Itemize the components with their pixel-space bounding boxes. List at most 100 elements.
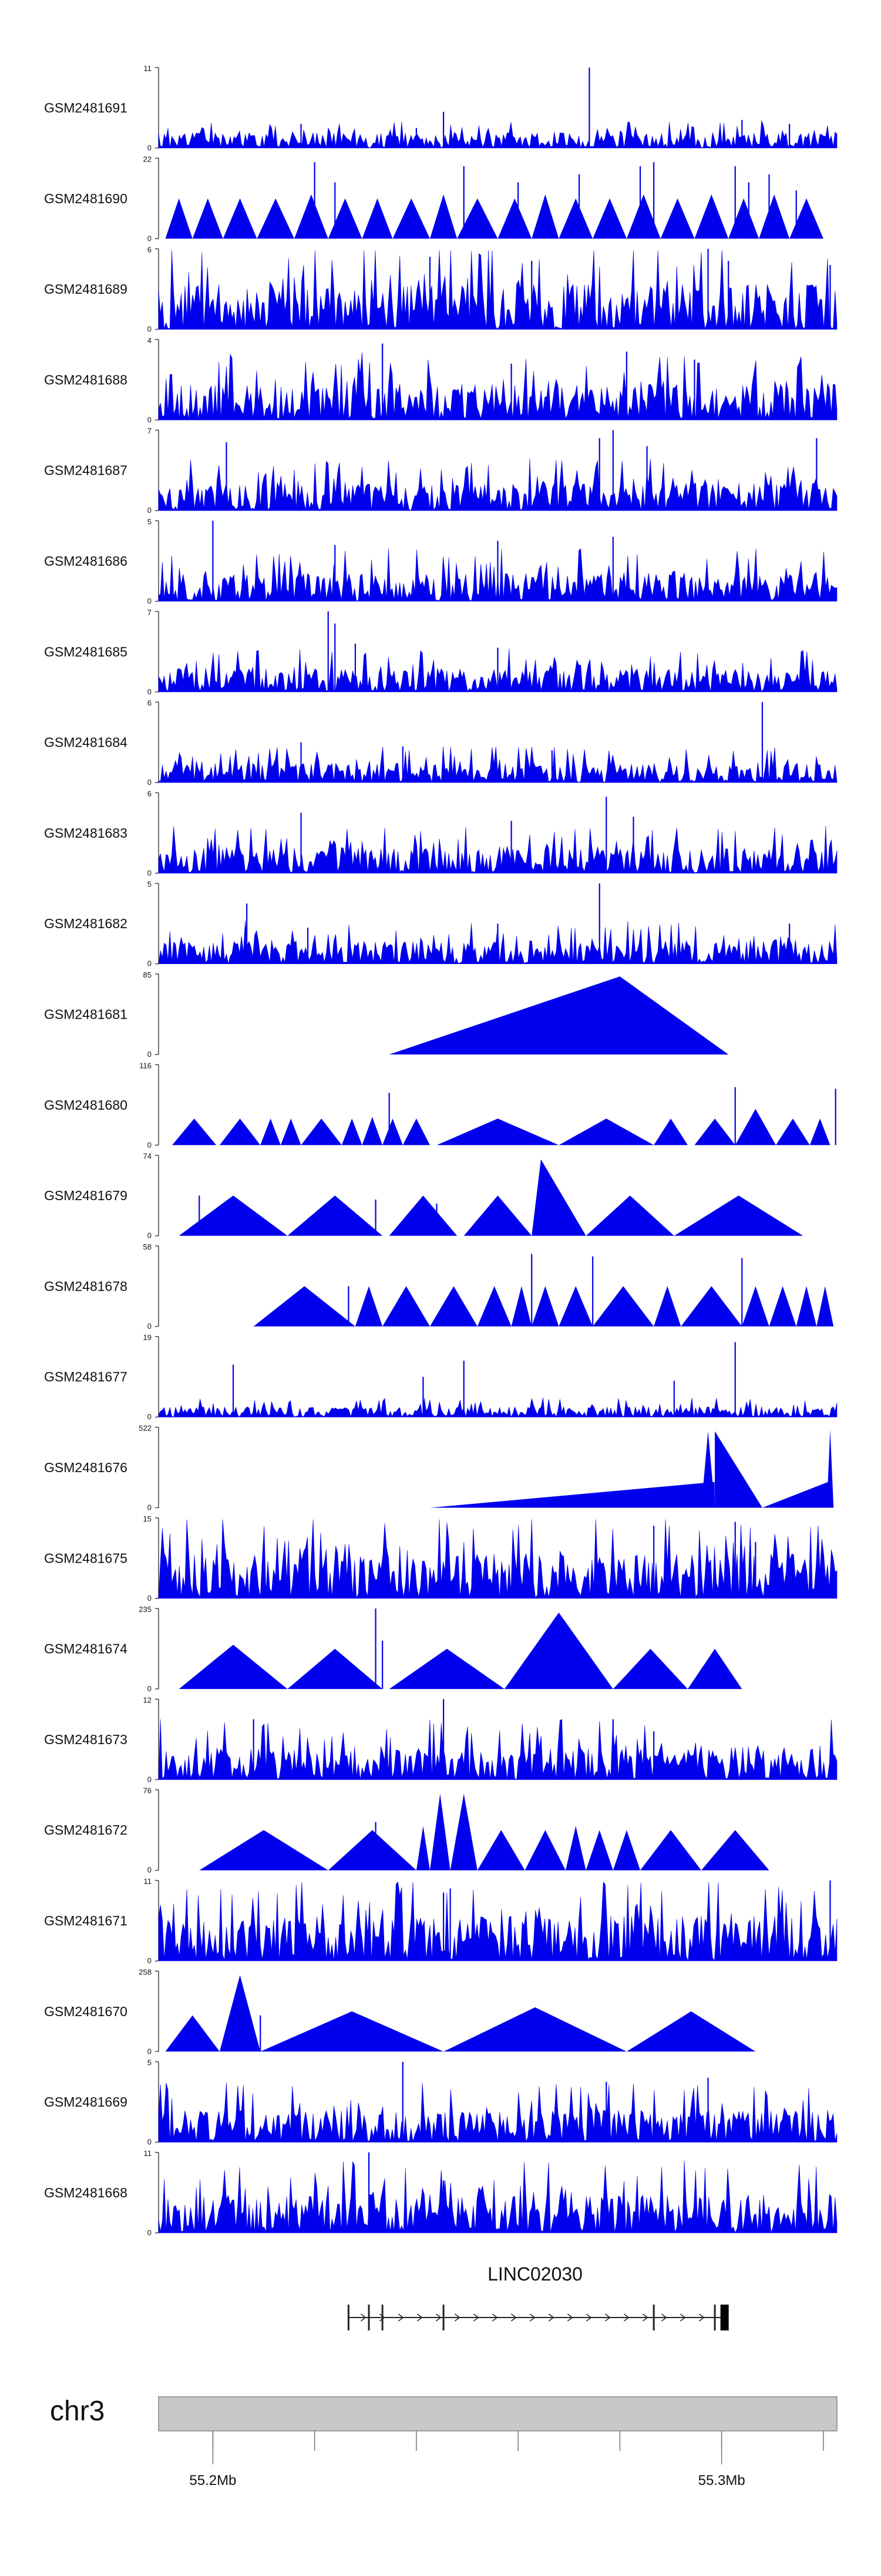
y-max-label: 58 (143, 1242, 152, 1251)
y-max-label: 7 (147, 608, 152, 617)
signal-triangle (355, 1286, 383, 1326)
signal-area (158, 120, 838, 149)
signal-triangle (626, 2011, 756, 2052)
strand-arrow (661, 2313, 667, 2322)
y-max-label: 15 (143, 1514, 152, 1523)
signal-triangle (436, 1119, 559, 1146)
signal-triangle (701, 1431, 715, 1508)
y-min-label: 0 (147, 415, 152, 424)
signal-triangle (179, 1195, 288, 1236)
y-min-label: 0 (147, 1503, 152, 1512)
signal-triangle (796, 1286, 817, 1326)
signal-triangle (253, 1286, 355, 1326)
signal-triangle (430, 1794, 450, 1870)
y-max-label: 22 (143, 155, 152, 163)
y-min-label: 0 (147, 959, 152, 968)
signal-triangle (742, 1286, 769, 1326)
strand-arrow (360, 2313, 366, 2322)
y-max-label: 5 (147, 2058, 152, 2067)
y-min-label: 0 (147, 1322, 152, 1331)
signal-triangle (640, 1830, 701, 1870)
signal-triangle (681, 1286, 742, 1326)
signal-triangle (389, 976, 729, 1054)
track-label: GSM2481687 (44, 463, 127, 478)
signal-triangle (287, 1648, 383, 1690)
y-max-label: 74 (143, 1152, 152, 1161)
signal-triangle (219, 1975, 261, 2052)
strand-arrow (398, 2313, 404, 2322)
y-max-label: 85 (143, 970, 152, 979)
strand-arrow (379, 2313, 385, 2322)
signal-triangle (301, 1119, 342, 1146)
track-label: GSM2481675 (44, 1550, 127, 1566)
signal-triangle (362, 198, 393, 239)
signal-area (158, 2160, 838, 2234)
signal-triangle (728, 198, 759, 239)
signal-triangle (477, 1286, 512, 1326)
y-min-label: 0 (147, 2047, 152, 2056)
track-label: GSM2481689 (44, 281, 127, 297)
signal-triangle (287, 1195, 383, 1236)
signal-triangle (219, 1119, 261, 1146)
y-max-label: 5 (147, 518, 152, 526)
signal-triangle (511, 1286, 532, 1326)
strand-arrow (529, 2313, 536, 2322)
y-min-label: 0 (147, 687, 152, 696)
signal-triangle (430, 1286, 478, 1326)
signal-triangle (694, 194, 729, 239)
track-label: GSM2481674 (44, 1641, 127, 1657)
strand-arrow (623, 2313, 630, 2322)
track-label: GSM2481690 (44, 191, 127, 206)
track-label: GSM2481691 (44, 100, 127, 116)
y-min-label: 0 (147, 1775, 152, 1784)
signal-triangle (532, 194, 559, 239)
signal-triangle (328, 198, 362, 239)
signal-area (158, 458, 838, 511)
y-min-label: 0 (147, 2138, 152, 2147)
signal-area (158, 825, 838, 874)
signal-area (158, 1719, 838, 1780)
strand-arrow (492, 2313, 498, 2322)
y-min-label: 0 (147, 778, 152, 787)
strand-arrow (454, 2313, 460, 2322)
signal-triangle (280, 1119, 301, 1146)
y-min-label: 0 (147, 1594, 152, 1603)
track-label: GSM2481676 (44, 1460, 127, 1475)
signal-triangle (559, 1119, 654, 1146)
signal-triangle (505, 1612, 613, 1690)
signal-area (158, 2083, 838, 2142)
track-label: GSM2481685 (44, 644, 127, 659)
signal-triangle (524, 1830, 566, 1870)
y-min-label: 0 (147, 1956, 152, 1965)
track-label: GSM2481682 (44, 916, 127, 931)
track-label: GSM2481672 (44, 1822, 127, 1838)
y-min-label: 0 (147, 1231, 152, 1240)
y-max-label: 6 (147, 246, 152, 254)
signal-area (158, 250, 838, 330)
signal-triangle (165, 198, 193, 239)
strand-arrow (604, 2313, 611, 2322)
strand-arrow (698, 2313, 705, 2322)
track-label: GSM2481679 (44, 1188, 127, 1203)
signal-triangle (559, 1286, 593, 1326)
signal-triangle (341, 1119, 362, 1146)
chromosome-label: chr3 (50, 2396, 105, 2427)
y-min-label: 0 (147, 1684, 152, 1693)
track-label: GSM2481671 (44, 1913, 127, 1929)
signal-triangle (566, 1826, 586, 1870)
signal-triangle (762, 1481, 830, 1508)
track-label: GSM2481669 (44, 2094, 127, 2110)
y-max-label: 258 (139, 1967, 152, 1976)
signal-triangle (477, 1830, 525, 1870)
signal-area (158, 649, 838, 693)
strand-arrow (473, 2313, 479, 2322)
strand-arrow (567, 2313, 573, 2322)
signal-triangle (199, 1830, 328, 1870)
track-label: GSM2481668 (44, 2185, 127, 2200)
gene-exon (653, 2305, 655, 2330)
signal-triangle (809, 1119, 830, 1146)
signal-triangle (392, 198, 430, 239)
signal-triangle (593, 198, 627, 239)
signal-triangle (532, 1286, 559, 1326)
